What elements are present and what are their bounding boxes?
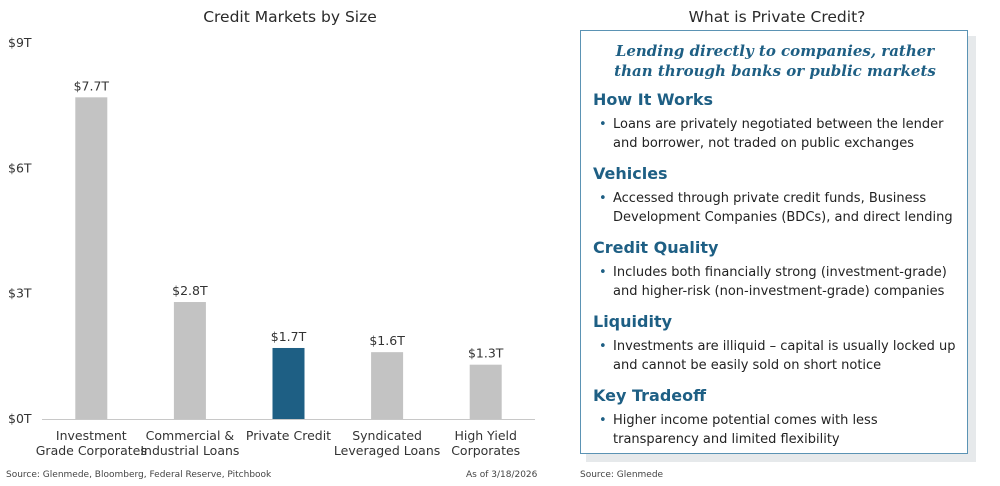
- x-tick-label: High Yield: [454, 428, 516, 443]
- bullet-text: Includes both financially strong (invest…: [613, 265, 947, 299]
- section-heading: Credit Quality: [593, 238, 719, 257]
- section-bullet: • Investments are illiquid – capital is …: [593, 337, 957, 375]
- bar: [272, 347, 305, 419]
- sidebar-title: What is Private Credit?: [688, 8, 866, 26]
- section-liquidity: Liquidity • Investments are illiquid – c…: [593, 311, 957, 375]
- tagline-line-2: than through banks or public markets: [614, 62, 936, 80]
- section-bullet: • Loans are privately negotiated between…: [593, 115, 957, 153]
- bullet-text: Investments are illiquid – capital is us…: [613, 339, 956, 373]
- x-tick-label: Commercial &: [146, 428, 235, 443]
- bullet-text: Higher income potential comes with less …: [613, 413, 878, 447]
- y-tick-label: $6T: [8, 160, 32, 175]
- bullet-text: Loans are privately negotiated between t…: [613, 117, 944, 151]
- x-tick-label: Grade Corporates: [36, 443, 147, 458]
- x-tick-label: Leveraged Loans: [334, 443, 440, 458]
- section-bullet: • Includes both financially strong (inve…: [593, 263, 957, 301]
- panel-tagline: Lending directly to companies, rather th…: [593, 41, 957, 81]
- data-label: $1.3T: [468, 346, 504, 361]
- section-key-tradeoff: Key Tradeoff • Higher income potential c…: [593, 385, 957, 449]
- bullet-icon: •: [599, 413, 607, 428]
- section-heading: Key Tradeoff: [593, 386, 707, 405]
- panel-source: Source: Glenmede: [580, 470, 664, 480]
- section-heading: How It Works: [593, 90, 714, 109]
- bar: [371, 352, 404, 419]
- y-tick-label: $9T: [8, 35, 32, 50]
- x-tick-label: Private Credit: [246, 428, 331, 443]
- bullet-text: Accessed through private credit funds, B…: [613, 191, 953, 225]
- bullet-icon: •: [599, 117, 607, 132]
- x-tick-label: Corporates: [451, 443, 520, 458]
- bullet-icon: •: [599, 265, 607, 280]
- chart-source: Source: Glenmede, Bloomberg, Federal Res…: [6, 470, 272, 480]
- as-of-date: As of 3/18/2026: [466, 470, 538, 480]
- data-label: $1.6T: [369, 333, 405, 348]
- section-heading: Vehicles: [593, 164, 668, 183]
- section-heading: Liquidity: [593, 312, 673, 331]
- chart-title: Credit Markets by Size: [203, 8, 377, 26]
- y-tick-label: $0T: [8, 411, 32, 426]
- bar: [75, 97, 108, 420]
- section-bullet: • Higher income potential comes with les…: [593, 411, 957, 449]
- x-tick-label: Industrial Loans: [140, 443, 239, 458]
- bullet-icon: •: [599, 339, 607, 354]
- section-vehicles: Vehicles • Accessed through private cred…: [593, 163, 957, 227]
- bar: [173, 302, 206, 419]
- x-tick-label: Syndicated: [352, 428, 422, 443]
- section-credit-quality: Credit Quality • Includes both financial…: [593, 237, 957, 301]
- y-tick-label: $3T: [8, 286, 32, 301]
- info-panel: Lending directly to companies, rather th…: [580, 30, 968, 454]
- x-tick-label: Investment: [56, 428, 127, 443]
- section-bullet: • Accessed through private credit funds,…: [593, 189, 957, 227]
- data-label: $2.8T: [172, 283, 208, 298]
- data-label: $1.7T: [271, 329, 307, 344]
- bullet-icon: •: [599, 191, 607, 206]
- data-label: $7.7T: [74, 78, 110, 93]
- section-how-it-works: How It Works • Loans are privately negot…: [593, 89, 957, 153]
- tagline-line-1: Lending directly to companies, rather: [615, 42, 935, 60]
- bar: [469, 364, 502, 419]
